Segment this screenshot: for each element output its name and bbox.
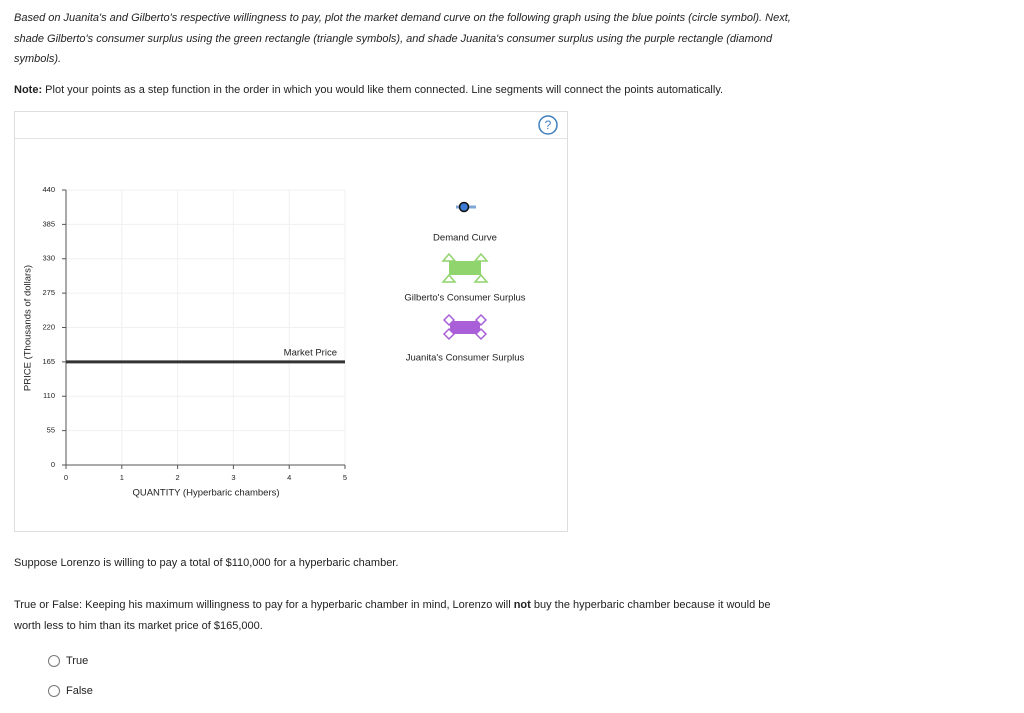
- prompt-bold: not: [513, 599, 531, 611]
- y-tick-label: 275: [42, 288, 55, 297]
- y-tick-label: 0: [51, 460, 55, 469]
- y-tick-label: 110: [43, 391, 55, 400]
- graph-frame: [14, 111, 568, 532]
- legend-label: Gilberto's Consumer Surplus: [404, 293, 525, 304]
- option-true[interactable]: True: [66, 655, 89, 667]
- legend-demand-marker[interactable]: [458, 201, 470, 213]
- x-tick-label: 0: [64, 473, 68, 482]
- legend-gilberto-marker[interactable]: [441, 252, 489, 283]
- legend-label: Demand Curve: [433, 233, 497, 244]
- y-tick-label: 220: [42, 322, 55, 331]
- x-tick-label: 2: [176, 473, 180, 482]
- note-label: Note:: [14, 84, 43, 96]
- x-tick-label: 1: [120, 473, 124, 482]
- y-tick-label: 55: [47, 426, 55, 435]
- x-tick-label: 5: [343, 473, 347, 482]
- y-axis-label: PRICE (Thousands of dollars): [23, 265, 34, 391]
- legend-juanita-marker[interactable]: [442, 313, 488, 341]
- y-tick-label: 165: [42, 357, 55, 366]
- option-false[interactable]: False: [66, 685, 93, 697]
- x-tick-label: 4: [287, 473, 291, 482]
- note-text: Plot your points as a step function in t…: [45, 84, 724, 96]
- y-tick-label: 385: [42, 219, 55, 228]
- radio-false[interactable]: [48, 685, 60, 697]
- true-false-prompt: True or False: Keeping his maximum willi…: [14, 595, 794, 636]
- prompt-before: True or False: Keeping his maximum willi…: [14, 599, 511, 611]
- market-price-label: Market Price: [284, 347, 337, 358]
- legend-label: Juanita's Consumer Surplus: [406, 353, 525, 364]
- radio-true[interactable]: [48, 655, 60, 667]
- x-tick-label: 3: [231, 473, 235, 482]
- x-axis-label: QUANTITY (Hyperbaric chambers): [132, 488, 279, 499]
- y-tick-label: 330: [42, 254, 55, 263]
- y-tick-label: 440: [42, 185, 55, 194]
- question: Suppose Lorenzo is willing to pay a tota…: [14, 557, 399, 569]
- note: Note: Plot your points as a step functio…: [14, 80, 914, 101]
- instructions: Based on Juanita's and Gilberto's respec…: [14, 12, 791, 65]
- prompt-after: buy the hyperbaric chamber because it wo…: [14, 599, 771, 632]
- help-icon[interactable]: [538, 115, 558, 135]
